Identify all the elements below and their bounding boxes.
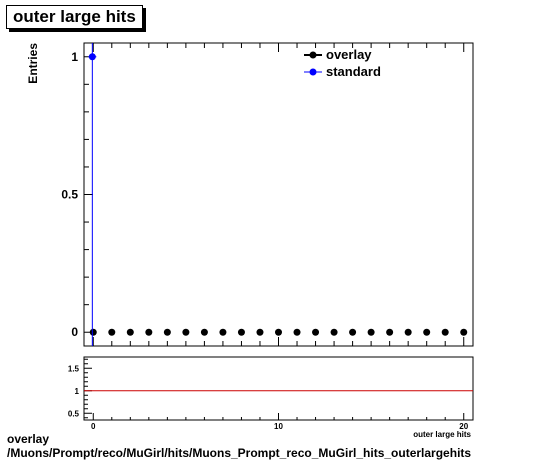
legend-overlay-label: overlay bbox=[326, 47, 372, 62]
main-y-tick-label: 0.5 bbox=[61, 188, 78, 202]
main-y-tick-label: 1 bbox=[71, 50, 78, 64]
overlay-point bbox=[293, 328, 301, 336]
overlay-point bbox=[237, 328, 245, 336]
overlay-point bbox=[441, 328, 449, 336]
ratio-x-tick-label: 10 bbox=[274, 422, 283, 431]
x-axis-label: outer large hits bbox=[413, 430, 471, 439]
overlay-point bbox=[89, 328, 97, 336]
legend-standard-label: standard bbox=[326, 64, 381, 79]
main-y-tick-label: 0 bbox=[71, 325, 78, 339]
overlay-point bbox=[386, 328, 394, 336]
overlay-point bbox=[182, 328, 190, 336]
overlay-point bbox=[126, 328, 134, 336]
ratio-y-axis: 0.5 1 1.5 bbox=[68, 358, 92, 419]
footer-line-1: overlay bbox=[7, 432, 50, 446]
main-x-axis bbox=[92, 43, 465, 346]
ratio-x-tick-label: 0 bbox=[91, 422, 96, 431]
overlay-point bbox=[460, 328, 468, 336]
overlay-point bbox=[145, 328, 153, 336]
ratio-x-axis: 0 10 20 bbox=[91, 413, 469, 431]
main-plot-points bbox=[88, 43, 468, 346]
overlay-point bbox=[108, 328, 116, 336]
overlay-point bbox=[349, 328, 357, 336]
overlay-point bbox=[367, 328, 375, 336]
overlay-point bbox=[219, 328, 227, 336]
ratio-plot-frame bbox=[83, 356, 474, 421]
overlay-point bbox=[200, 328, 208, 336]
overlay-point bbox=[256, 328, 264, 336]
main-y-axis: 00.51 bbox=[61, 50, 93, 339]
overlay-point bbox=[275, 328, 282, 336]
ratio-y-tick-label: 1 bbox=[75, 387, 80, 396]
legend-standard-marker bbox=[309, 68, 317, 76]
y-axis-label: Entries bbox=[26, 43, 40, 84]
overlay-point bbox=[330, 328, 338, 336]
overlay-point bbox=[404, 328, 412, 336]
main-plot-frame bbox=[83, 42, 474, 347]
legend: overlay standard bbox=[304, 47, 381, 79]
ratio-x-tick-label: 20 bbox=[459, 422, 468, 431]
ratio-y-tick-label: 0.5 bbox=[68, 409, 80, 418]
footer-line-2: /Muons/Prompt/reco/MuGirl/hits/Muons_Pro… bbox=[7, 446, 472, 460]
standard-point bbox=[88, 53, 96, 61]
overlay-point bbox=[423, 328, 431, 336]
ratio-y-tick-label: 1.5 bbox=[68, 364, 80, 373]
chart-title: outer large hits bbox=[6, 5, 143, 29]
legend-overlay-marker bbox=[309, 51, 317, 59]
overlay-point bbox=[312, 328, 320, 336]
overlay-point bbox=[163, 328, 171, 336]
